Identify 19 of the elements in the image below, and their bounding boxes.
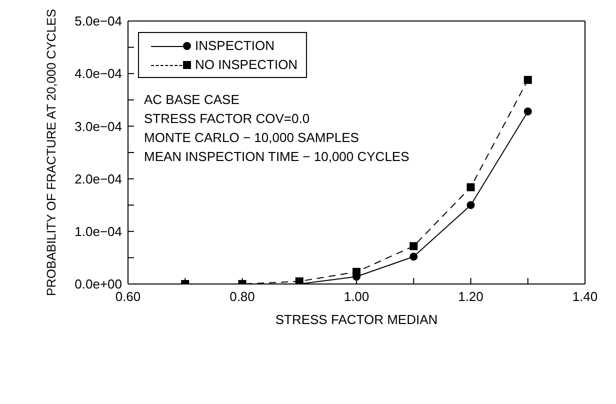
legend-label: NO INSPECTION	[195, 57, 298, 72]
y-tick-label: 5.0e−04	[74, 14, 122, 29]
annotation: AC BASE CASE	[144, 91, 240, 109]
x-tick-label: 1.20	[458, 289, 484, 304]
y-tick-label: 0.0e+00	[74, 276, 122, 292]
y-tick-label: 3.0e−04	[74, 118, 122, 134]
annotation: STRESS FACTOR COV=0.0	[144, 110, 311, 128]
y-axis-title: PROBABILITY OF FRACTURE AT 20,000 CYCLES	[44, 9, 58, 296]
x-tick-label: 0.80	[230, 289, 255, 304]
x-tick-label: 1.00	[344, 289, 370, 304]
x-axis-title: STRESS FACTOR MEDIAN	[275, 312, 438, 327]
legend-label: INSPECTION	[195, 38, 274, 53]
annotation: MEAN INSPECTION TIME − 10,000 CYCLES	[144, 148, 410, 166]
y-tick-label: 1.0e−04	[74, 224, 122, 240]
y-tick-label: 4.0e−04	[74, 66, 122, 82]
x-tick-label: 0.60	[115, 289, 141, 304]
x-tick-label: 1.40	[572, 289, 598, 304]
annotation: MONTE CARLO − 10,000 SAMPLES	[144, 129, 360, 147]
y-tick-label: 2.0e−04	[74, 171, 122, 186]
